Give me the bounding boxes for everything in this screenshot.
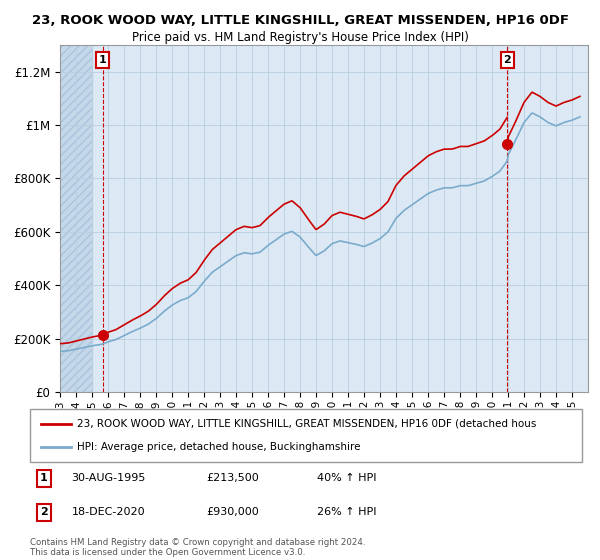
Text: Contains HM Land Registry data © Crown copyright and database right 2024.
This d: Contains HM Land Registry data © Crown c… (30, 538, 365, 557)
Text: 23, ROOK WOOD WAY, LITTLE KINGSHILL, GREAT MISSENDEN, HP16 0DF (detached hous: 23, ROOK WOOD WAY, LITTLE KINGSHILL, GRE… (77, 419, 536, 429)
Text: 2: 2 (503, 55, 511, 65)
Text: 2: 2 (40, 507, 47, 517)
Text: 18-DEC-2020: 18-DEC-2020 (71, 507, 145, 517)
Text: £213,500: £213,500 (206, 473, 259, 483)
Text: 23, ROOK WOOD WAY, LITTLE KINGSHILL, GREAT MISSENDEN, HP16 0DF: 23, ROOK WOOD WAY, LITTLE KINGSHILL, GRE… (32, 14, 569, 27)
Text: Price paid vs. HM Land Registry's House Price Index (HPI): Price paid vs. HM Land Registry's House … (131, 31, 469, 44)
Text: 40% ↑ HPI: 40% ↑ HPI (317, 473, 377, 483)
Text: 26% ↑ HPI: 26% ↑ HPI (317, 507, 377, 517)
Text: £930,000: £930,000 (206, 507, 259, 517)
Text: 30-AUG-1995: 30-AUG-1995 (71, 473, 146, 483)
FancyBboxPatch shape (30, 409, 582, 462)
Text: HPI: Average price, detached house, Buckinghamshire: HPI: Average price, detached house, Buck… (77, 442, 361, 452)
Bar (60, 45, 92, 392)
Text: 1: 1 (98, 55, 106, 65)
Text: 1: 1 (40, 473, 47, 483)
